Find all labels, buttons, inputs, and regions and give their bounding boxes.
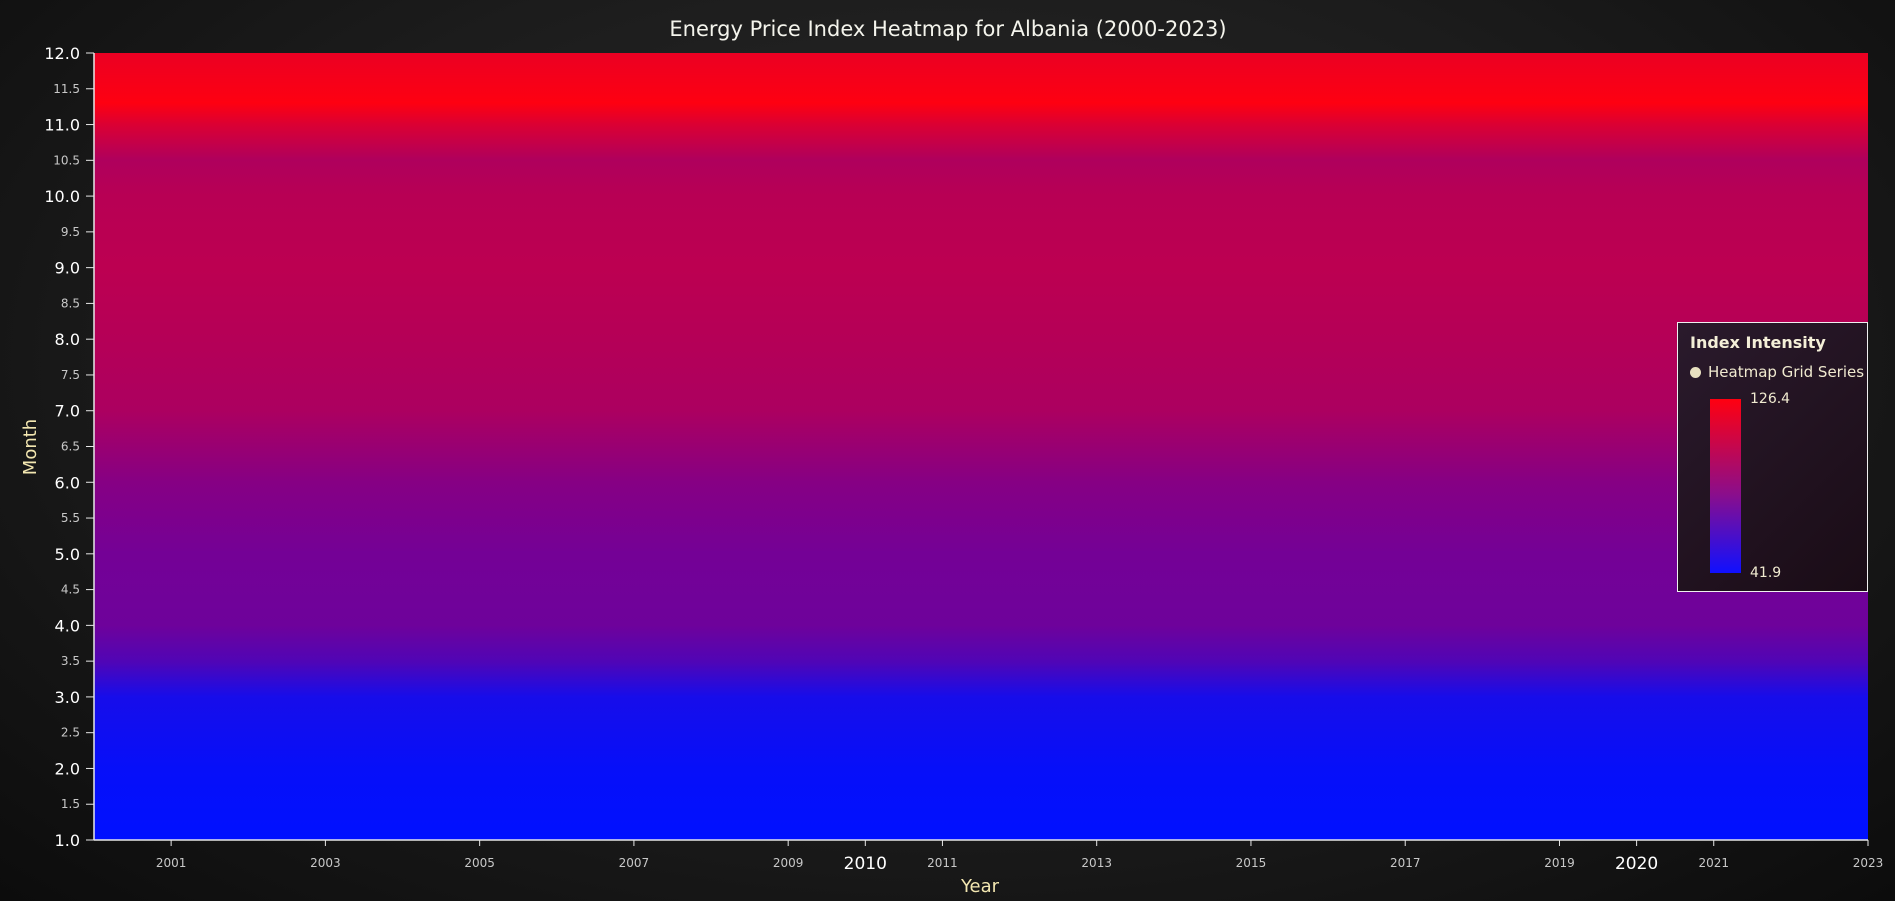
y-tick-label: 3.5 [61, 654, 80, 668]
x-tick-label: 2023 [1853, 856, 1884, 870]
x-tick-label: 2005 [464, 856, 495, 870]
y-tick-label: 4.5 [61, 583, 80, 597]
legend-series-entry[interactable]: Heatmap Grid Series [1690, 363, 1864, 381]
y-tick-label: 1.5 [61, 797, 80, 811]
x-tick-label: 2021 [1698, 856, 1729, 870]
x-tick-label: 2001 [156, 856, 187, 870]
x-tick-label: 2020 [1615, 854, 1658, 874]
legend-series-label: Heatmap Grid Series [1708, 363, 1865, 381]
y-tick-label: 7.5 [61, 368, 80, 382]
x-tick-label: 2015 [1236, 856, 1267, 870]
x-tick-label: 2019 [1544, 856, 1575, 870]
x-tick-label: 2003 [310, 856, 341, 870]
x-axis-title: Year [960, 876, 1000, 897]
y-tick-label: 12.0 [44, 44, 80, 63]
x-axis: 2001 2003 2005 2007 2009 2011 2013 2015 2017 2019… [156, 840, 1883, 874]
y-tick-label: 11.0 [44, 116, 80, 135]
x-tick-label: 2007 [619, 856, 650, 870]
y-axis: 1.0 2.0 3.0 4.0 5.0 6.0 7.0 8.0 9.0 10.0 11.0 12.0 1… [44, 44, 94, 850]
x-tick-label: 2013 [1081, 856, 1112, 870]
y-tick-label: 2.0 [55, 759, 80, 778]
y-tick-label: 5.5 [61, 511, 80, 525]
y-tick-label: 2.5 [61, 726, 80, 740]
legend-color-scale [1710, 399, 1741, 573]
y-tick-label: 8.5 [61, 296, 80, 310]
legend-min-label: 41.9 [1750, 565, 1782, 581]
y-tick-label: 3.0 [55, 688, 80, 707]
chart-title: Energy Price Index Heatmap for Albania (… [669, 17, 1226, 41]
legend-series-marker-icon [1690, 366, 1701, 378]
y-tick-label: 4.0 [55, 616, 80, 635]
y-axis-title: Month [20, 419, 41, 475]
legend: Index Intensity Heatmap Grid Series 126.… [1677, 322, 1868, 592]
heatmap-surface [94, 53, 1868, 840]
x-tick-label: 2010 [844, 854, 887, 874]
y-tick-label: 6.5 [61, 440, 80, 454]
y-tick-label: 9.5 [61, 225, 80, 239]
y-tick-label: 1.0 [55, 831, 80, 850]
x-tick-label: 2017 [1390, 856, 1421, 870]
y-tick-label: 5.0 [55, 545, 80, 564]
y-tick-label: 10.5 [53, 153, 80, 167]
legend-title: Index Intensity [1690, 333, 1826, 352]
y-tick-label: 11.5 [53, 82, 80, 96]
y-tick-label: 9.0 [55, 259, 80, 278]
y-tick-label: 6.0 [55, 473, 80, 492]
y-tick-label: 7.0 [55, 402, 80, 421]
x-tick-label: 2011 [927, 856, 958, 870]
y-tick-label: 8.0 [55, 330, 80, 349]
legend-max-label: 126.4 [1750, 391, 1791, 407]
x-tick-label: 2009 [773, 856, 804, 870]
y-tick-label: 10.0 [44, 187, 80, 206]
